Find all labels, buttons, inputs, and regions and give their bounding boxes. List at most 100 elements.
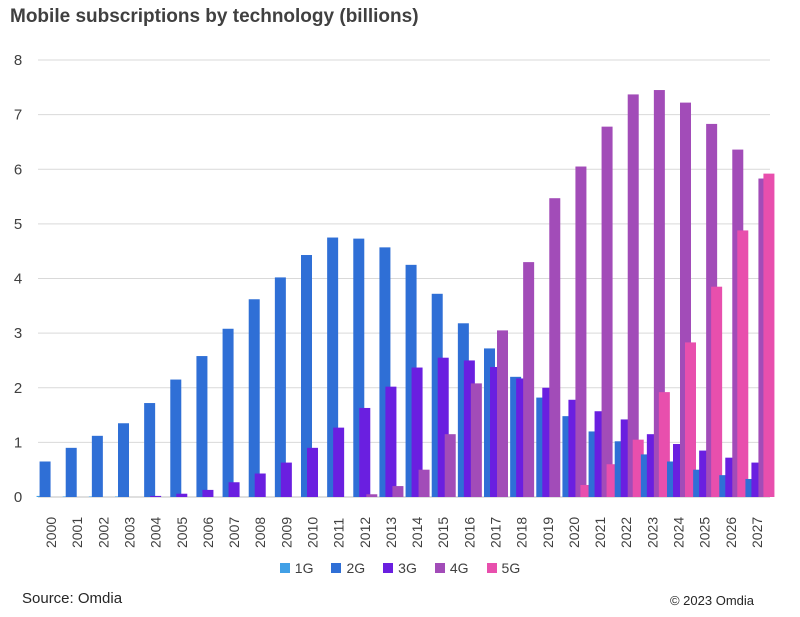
bar-3g-2017 — [490, 366, 501, 497]
bar-5g-2023 — [658, 392, 670, 497]
bar-2g-2015 — [431, 293, 443, 497]
x-tick-label: 2027 — [749, 517, 765, 548]
x-tick-label: 2025 — [697, 517, 713, 548]
x-tick-label: 2011 — [331, 518, 347, 548]
bar-3g-2024 — [673, 444, 684, 497]
legend-item-4g: 4G — [434, 560, 469, 576]
bar-2g-2006 — [196, 356, 208, 497]
bar-2g-2008 — [248, 299, 260, 497]
bar-2g-2012 — [353, 238, 365, 497]
y-tick-label: 5 — [14, 216, 22, 233]
bar-3g-2021 — [594, 411, 606, 497]
legend-swatch — [383, 563, 394, 573]
bar-2g-2018 — [510, 376, 522, 497]
bar-4g-2020 — [575, 166, 587, 498]
y-tick-label: 1 — [14, 434, 22, 451]
bar-2g-2026 — [719, 475, 731, 497]
bar-4g-2016 — [470, 383, 482, 497]
legend-label: 4G — [449, 560, 469, 576]
bar-4g-2018 — [523, 262, 535, 497]
bar-4g-2024 — [680, 102, 691, 498]
legend-swatch — [486, 563, 497, 573]
bar-3g-2026 — [725, 457, 737, 497]
source-note: Source: Omdia — [22, 590, 123, 607]
bar-5g-2027 — [763, 173, 775, 497]
x-tick-label: 2022 — [618, 517, 634, 548]
bar-2g-2013 — [379, 247, 391, 497]
legend-swatch — [331, 563, 342, 573]
x-tick-label: 2021 — [592, 517, 608, 548]
x-tick-label: 2026 — [723, 517, 739, 548]
bar-5g-2024 — [685, 342, 696, 497]
bar-3g-2010 — [307, 447, 318, 497]
bar-2g-2001 — [65, 447, 77, 497]
bar-2g-2002 — [91, 435, 103, 497]
x-tick-label: 2008 — [252, 517, 268, 548]
bar-3g-2015 — [437, 357, 449, 497]
x-tick-label: 2002 — [95, 517, 111, 548]
bar-4g-2019 — [549, 198, 561, 498]
bar-2g-2003 — [118, 423, 129, 497]
bar-5g-2025 — [711, 286, 723, 497]
legend-label: 1G — [294, 560, 314, 576]
bar-5g-2026 — [737, 230, 749, 497]
bar-2g-2000 — [39, 461, 51, 497]
bar-3g-2012 — [359, 407, 371, 497]
bar-3g-2014 — [411, 367, 423, 497]
x-tick-label: 2015 — [435, 517, 451, 548]
x-tick-label: 2004 — [148, 517, 164, 548]
bar-4g-2014 — [418, 469, 430, 497]
bar-2g-2020 — [562, 416, 574, 497]
x-tick-label: 2013 — [383, 517, 399, 548]
bar-3g-2004 — [150, 495, 162, 497]
bar-3g-2027 — [751, 462, 763, 497]
bar-3g-2013 — [385, 386, 397, 497]
y-tick-label: 7 — [14, 107, 22, 124]
x-tick-label: 2014 — [409, 517, 425, 548]
x-tick-label: 2007 — [226, 517, 242, 548]
bar-4g-2012 — [366, 494, 378, 497]
chart-title: Mobile subscriptions by technology (bill… — [10, 6, 419, 27]
legend-item-2g: 2G — [331, 560, 365, 576]
bar-chart: 0 1 2 3 4 5 6 7 8 2000 2001 2002 2003 2004 2005 2006 200… — [14, 52, 775, 548]
bar-3g-2025 — [699, 450, 711, 497]
bar-4g-2013 — [392, 486, 404, 497]
bar-2g-2017 — [484, 348, 495, 497]
bar-3g-2019 — [542, 387, 554, 497]
bar-4g-2023 — [653, 90, 665, 497]
x-tick-label: 2009 — [278, 517, 294, 548]
bar-4g-2015 — [444, 434, 456, 497]
x-tick-label: 2019 — [540, 517, 556, 548]
x-tick-label: 2012 — [357, 517, 373, 548]
y-tick-label: 8 — [14, 52, 22, 69]
bar-3g-2011 — [333, 427, 345, 497]
bar-2g-2010 — [301, 255, 312, 497]
bar-4g-2022 — [627, 94, 639, 497]
x-tick-label: 2006 — [200, 517, 216, 548]
bar-3g-2018 — [516, 378, 528, 497]
x-tick-label: 2023 — [644, 517, 660, 548]
bar-3g-2023 — [646, 434, 658, 497]
bar-4g-2021 — [601, 126, 613, 497]
bar-3g-2005 — [176, 493, 188, 497]
bar-2g-2016 — [457, 323, 469, 497]
legend-label: 5G — [501, 560, 521, 576]
bar-2g-2022 — [614, 441, 626, 497]
bar-2g-2007 — [222, 328, 234, 497]
legend-label: 3G — [398, 560, 417, 576]
x-tick-label: 2020 — [566, 517, 582, 548]
x-tick-label: 2005 — [174, 517, 190, 548]
y-tick-label: 0 — [14, 489, 22, 506]
chart-legend: 1G 2G 3G 4G 5G — [0, 560, 800, 576]
bar-5g-2020 — [580, 484, 592, 497]
bar-3g-2007 — [228, 482, 240, 497]
legend-item-1g: 1G — [279, 560, 314, 576]
legend-item-5g: 5G — [486, 560, 521, 576]
bar-2g-2024 — [667, 461, 678, 497]
y-tick-label: 4 — [14, 271, 22, 288]
bar-2g-2019 — [536, 397, 548, 497]
bar-2g-2011 — [327, 237, 339, 497]
x-tick-label: 2017 — [488, 517, 504, 548]
bar-2g-2005 — [170, 379, 182, 497]
x-tick-label: 2010 — [305, 517, 321, 548]
